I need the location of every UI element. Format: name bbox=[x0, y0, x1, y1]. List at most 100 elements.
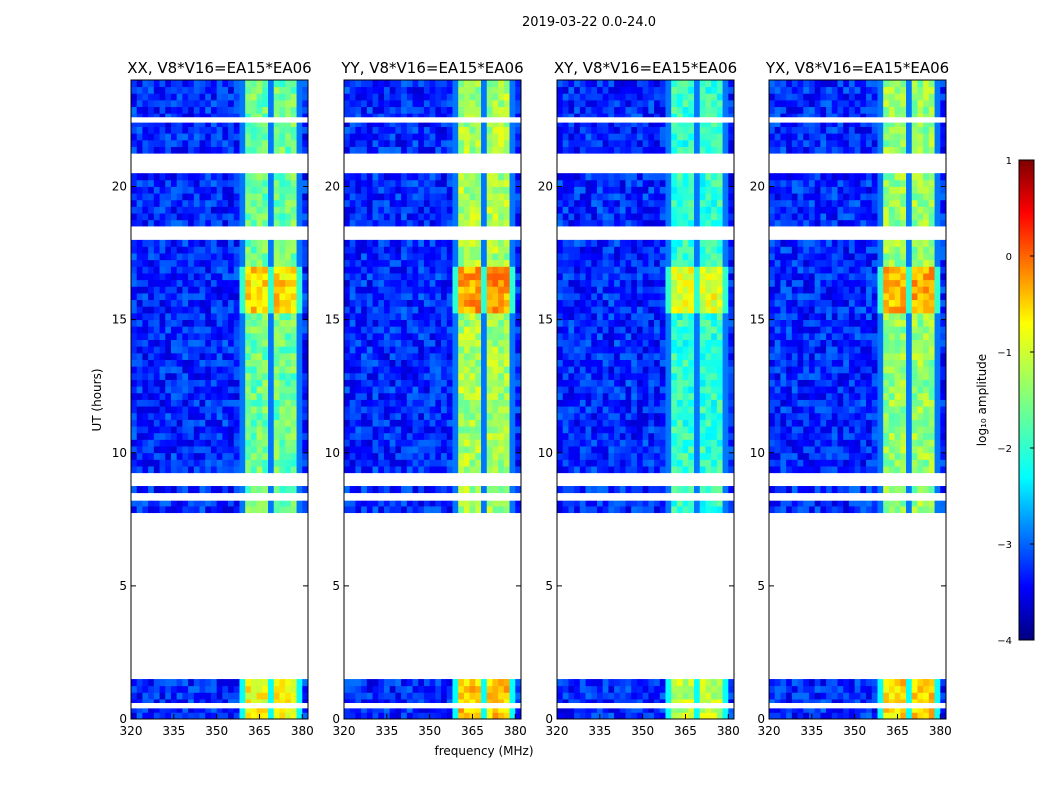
heatmap-cell bbox=[268, 179, 275, 187]
heatmap-cell bbox=[423, 379, 431, 387]
heatmap-cell bbox=[389, 346, 396, 354]
heatmap-cell bbox=[446, 86, 453, 94]
heatmap-cell bbox=[481, 406, 488, 414]
heatmap-cell bbox=[165, 119, 172, 127]
heatmap-cell bbox=[210, 113, 218, 121]
heatmap-cell bbox=[378, 186, 385, 194]
heatmap-cell bbox=[418, 386, 425, 394]
heatmap-cell bbox=[250, 486, 258, 494]
heatmap-cell bbox=[401, 253, 408, 261]
heatmap-cell bbox=[256, 133, 263, 141]
heatmap-cell bbox=[608, 406, 615, 414]
heatmap-cell bbox=[233, 679, 240, 687]
heatmap-cell bbox=[262, 306, 269, 314]
heatmap-cell bbox=[458, 379, 465, 387]
heatmap-cell bbox=[458, 332, 465, 340]
heatmap-cell bbox=[503, 306, 510, 314]
heatmap-cell bbox=[486, 699, 493, 707]
heatmap-cell bbox=[366, 273, 373, 281]
heatmap-cell bbox=[389, 113, 396, 121]
heatmap-cell bbox=[429, 679, 436, 687]
heatmap-cell bbox=[574, 392, 581, 400]
heatmap-cell bbox=[131, 386, 138, 394]
heatmap-cell bbox=[245, 173, 252, 181]
heatmap-cell bbox=[176, 486, 183, 494]
heatmap-cell bbox=[406, 239, 413, 247]
heatmap-cell bbox=[228, 459, 235, 467]
heatmap-cell bbox=[355, 412, 362, 420]
heatmap-cell bbox=[193, 412, 200, 420]
heatmap-cell bbox=[642, 679, 649, 687]
heatmap-cell bbox=[562, 446, 569, 454]
heatmap-cell bbox=[469, 419, 476, 427]
heatmap-cell bbox=[486, 186, 493, 194]
heatmap-cell bbox=[205, 332, 212, 340]
heatmap-cell bbox=[688, 372, 695, 380]
heatmap-cell bbox=[250, 266, 258, 274]
heatmap-cell bbox=[188, 679, 195, 687]
heatmap-cell bbox=[148, 179, 155, 187]
heatmap-cell bbox=[722, 432, 729, 440]
heatmap-cell bbox=[682, 432, 689, 440]
heatmap-cell bbox=[239, 80, 246, 88]
heatmap-cell bbox=[722, 466, 729, 474]
heatmap-cell bbox=[296, 80, 303, 88]
heatmap-cell bbox=[228, 86, 235, 94]
heatmap-cell bbox=[608, 419, 615, 427]
heatmap-cell bbox=[665, 432, 672, 440]
heatmap-cell bbox=[159, 352, 166, 360]
heatmap-cell bbox=[176, 193, 183, 201]
heatmap-cell bbox=[503, 359, 510, 367]
heatmap-cell bbox=[296, 379, 303, 387]
heatmap-cell bbox=[383, 80, 391, 88]
heatmap-cell bbox=[503, 459, 510, 467]
heatmap-cell bbox=[222, 712, 229, 720]
heatmap-cell bbox=[636, 366, 644, 374]
heatmap-cell bbox=[344, 459, 351, 467]
heatmap-cell bbox=[452, 452, 459, 460]
heatmap-cell bbox=[142, 106, 149, 114]
heatmap-cell bbox=[210, 439, 218, 447]
heatmap-cell bbox=[458, 246, 465, 254]
heatmap-cell bbox=[423, 699, 431, 707]
heatmap-cell bbox=[596, 486, 604, 494]
heatmap-cell bbox=[193, 179, 200, 187]
heatmap-cell bbox=[153, 186, 160, 194]
heatmap-cell bbox=[228, 279, 235, 287]
heatmap-cell bbox=[716, 692, 723, 700]
heatmap-cell bbox=[665, 326, 672, 334]
heatmap-cell bbox=[694, 412, 701, 420]
heatmap-cell bbox=[574, 506, 581, 514]
heatmap-cell bbox=[165, 299, 172, 307]
heatmap-cell bbox=[205, 439, 212, 447]
heatmap-cell bbox=[182, 705, 189, 713]
heatmap-cell bbox=[159, 499, 166, 507]
heatmap-cell bbox=[262, 259, 269, 267]
heatmap-cell bbox=[699, 452, 706, 460]
heatmap-cell bbox=[481, 332, 488, 340]
heatmap-cell bbox=[574, 406, 581, 414]
heatmap-cell bbox=[463, 326, 471, 334]
heatmap-cell bbox=[210, 352, 218, 360]
heatmap-cell bbox=[429, 119, 436, 127]
heatmap-cell bbox=[199, 432, 206, 440]
heatmap-cell bbox=[671, 319, 678, 327]
heatmap-cell bbox=[716, 406, 723, 414]
heatmap-cell bbox=[716, 446, 723, 454]
heatmap-cell bbox=[372, 213, 379, 221]
heatmap-cell bbox=[429, 692, 436, 700]
heatmap-cell bbox=[435, 352, 442, 360]
heatmap-cell bbox=[671, 712, 678, 720]
heatmap-cell bbox=[579, 685, 586, 693]
heatmap-cell bbox=[366, 379, 373, 387]
heatmap-cell bbox=[159, 193, 166, 201]
heatmap-cell bbox=[602, 446, 609, 454]
heatmap-cell bbox=[136, 506, 143, 514]
heatmap-cell bbox=[429, 466, 436, 474]
heatmap-cell bbox=[441, 452, 448, 460]
heatmap-cell bbox=[688, 419, 695, 427]
heatmap-cell bbox=[705, 692, 712, 700]
heatmap-cell bbox=[245, 219, 252, 227]
heatmap-cell bbox=[233, 399, 240, 407]
heatmap-cell bbox=[412, 412, 419, 420]
